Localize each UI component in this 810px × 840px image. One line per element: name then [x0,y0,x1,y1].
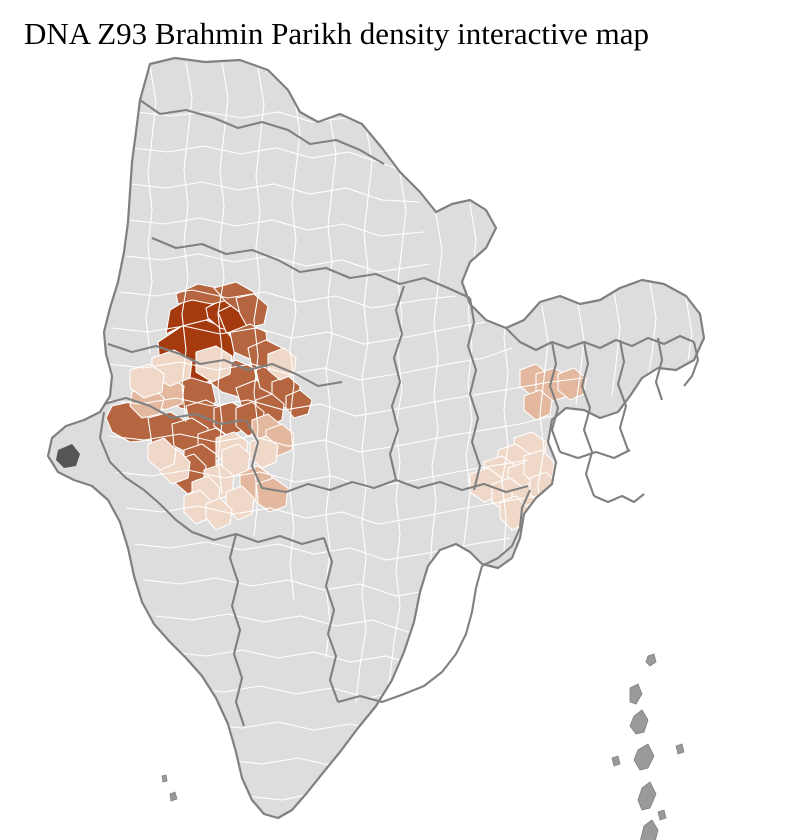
district-region [147,437,177,471]
district-region [221,443,251,477]
no-data-region [546,524,568,550]
island-group-andaman-nicobar [611,653,685,840]
district-region [523,389,553,421]
district-region [195,345,233,383]
state-boundaries [98,99,700,727]
page-title: DNA Z93 Brahmin Parikh density interacti… [24,16,650,51]
no-data-region [534,510,566,548]
district-region [255,477,289,513]
india-choropleth-map[interactable]: .d { stroke:#ffffff; stroke-width:1.1; s… [0,52,810,840]
map-container[interactable]: .d { stroke:#ffffff; stroke-width:1.1; s… [0,52,810,840]
district-region [129,363,165,399]
national-outline [46,56,706,820]
no-data-region [56,444,80,468]
district-boundaries [103,61,693,801]
island-group-lakshadweep [161,774,178,802]
district-region [205,497,233,531]
